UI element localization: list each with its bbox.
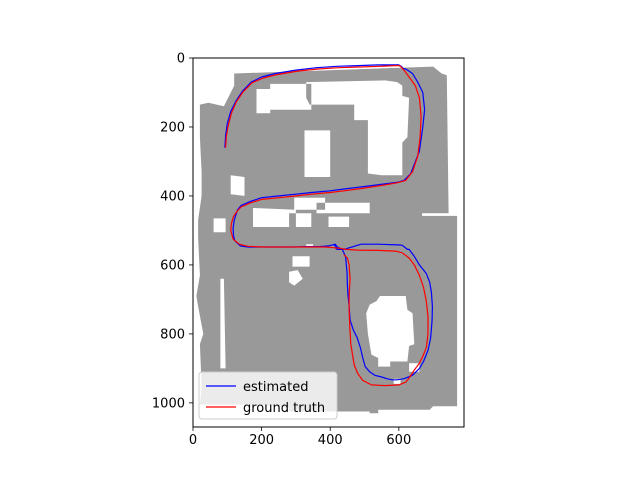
legend-label-ground-truth: ground truth: [243, 401, 325, 416]
axes-frame: [192, 57, 465, 428]
x-tick-label: 600: [386, 433, 411, 448]
series-line-ground-truth: [225, 64, 429, 387]
x-tick-label: 0: [189, 433, 197, 448]
occupancy-map: [196, 66, 458, 414]
x-tick-label: 200: [249, 433, 274, 448]
x-axis: 0 200 400 600: [189, 427, 411, 448]
y-tick-label: 400: [160, 189, 185, 204]
y-tick-label: 200: [160, 120, 185, 135]
legend: estimated ground truth: [198, 371, 338, 420]
y-tick-label: 600: [160, 258, 185, 273]
legend-label-estimated: estimated: [243, 380, 308, 395]
x-tick-label: 400: [318, 433, 343, 448]
plot-area: [192, 57, 465, 428]
y-tick-label: 0: [177, 52, 185, 67]
y-tick-label: 1000: [152, 396, 185, 411]
y-axis: 0 200 400 600 800 1000: [152, 52, 193, 411]
series-layer: [224, 64, 433, 387]
y-tick-label: 800: [160, 327, 185, 342]
